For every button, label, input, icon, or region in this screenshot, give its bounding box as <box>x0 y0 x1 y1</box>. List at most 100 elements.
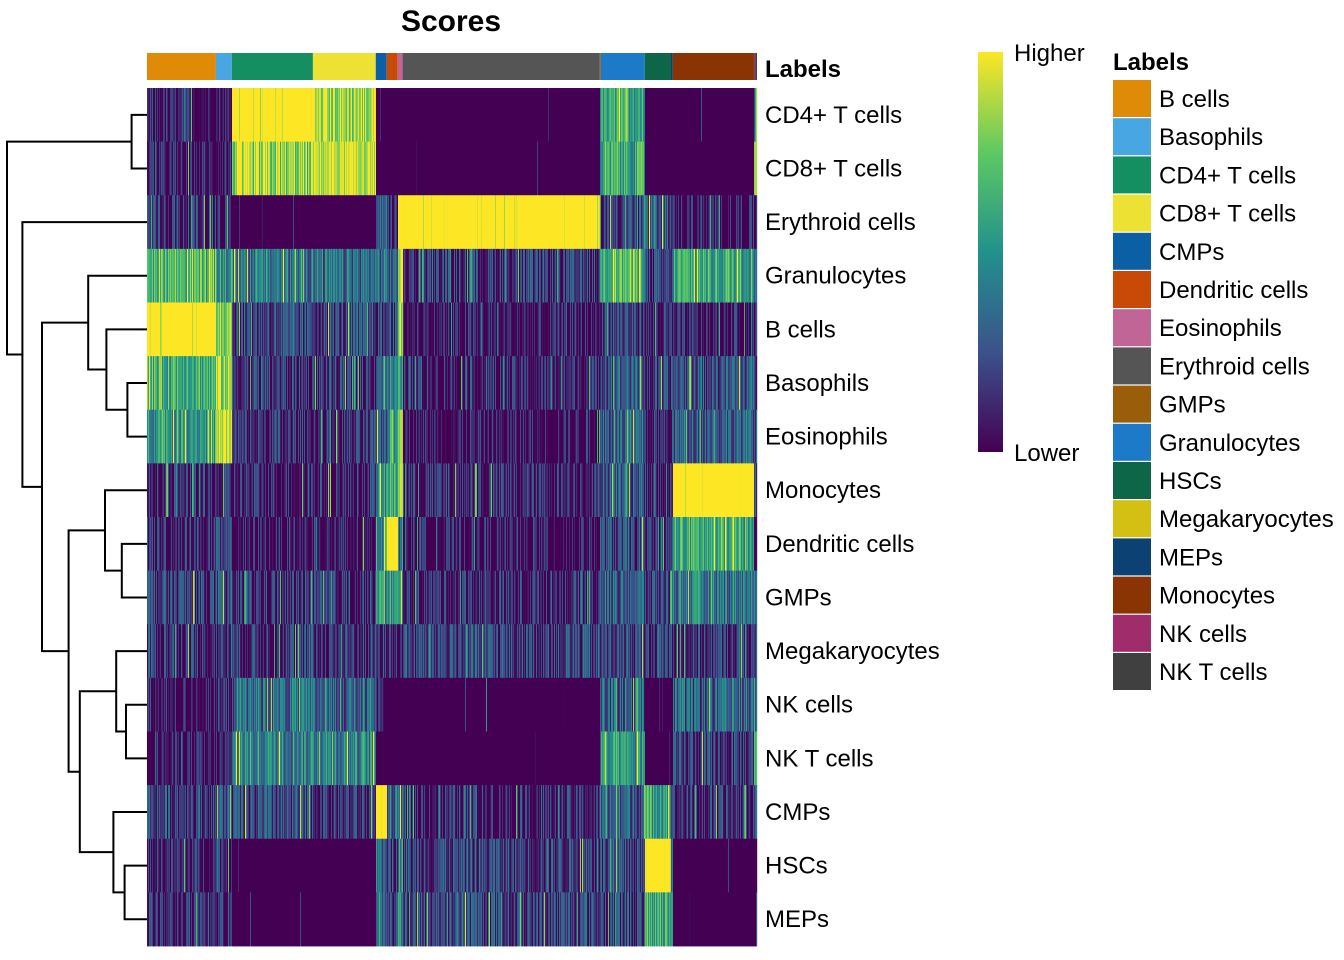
heatmap-cell <box>522 248 524 303</box>
heatmap-cell <box>448 195 450 250</box>
heatmap-cell <box>587 302 589 357</box>
heatmap-cell <box>275 356 277 411</box>
heatmap-cell <box>185 141 187 196</box>
heatmap-cell <box>148 356 150 411</box>
heatmap-cell <box>273 302 275 357</box>
heatmap-cell <box>164 88 166 143</box>
heatmap-cell <box>174 356 176 411</box>
heatmap-cell <box>515 302 517 357</box>
heatmap-cell <box>403 88 405 143</box>
heatmap-cell <box>678 141 680 196</box>
heatmap-cell <box>755 248 757 303</box>
heatmap-cell <box>187 141 189 196</box>
heatmap-cell <box>188 356 190 411</box>
heatmap-cell <box>648 141 650 196</box>
heatmap-cell <box>361 302 363 357</box>
heatmap-cell <box>452 302 454 357</box>
heatmap-cell <box>606 302 608 357</box>
heatmap-cell <box>741 302 743 357</box>
heatmap-cell <box>451 248 453 303</box>
heatmap-cell <box>271 302 273 357</box>
heatmap-cell <box>362 195 364 250</box>
heatmap-cell <box>345 248 347 303</box>
heatmap-cell <box>656 248 658 303</box>
heatmap-cell <box>270 88 272 143</box>
heatmap-cell <box>699 195 701 250</box>
heatmap-cell <box>439 141 441 196</box>
heatmap-cell <box>675 302 677 357</box>
heatmap-cell <box>377 302 379 357</box>
heatmap-cell <box>677 195 679 250</box>
heatmap-cell <box>655 141 657 196</box>
heatmap-cell <box>391 195 393 250</box>
heatmap-cell <box>352 248 354 303</box>
heatmap-cell <box>549 88 551 143</box>
heatmap-cell <box>279 356 281 411</box>
heatmap-cell <box>194 195 196 250</box>
heatmap-cell <box>545 302 547 357</box>
heatmap-cell <box>577 195 579 250</box>
heatmap-cell <box>686 302 688 357</box>
heatmap-cell <box>170 248 172 303</box>
heatmap-cell <box>468 141 470 196</box>
heatmap-cell <box>348 195 350 250</box>
heatmap-cell <box>438 195 440 250</box>
heatmap-cell <box>204 195 206 250</box>
heatmap-cell <box>745 302 747 357</box>
heatmap-cell <box>362 248 364 303</box>
heatmap-cell <box>202 141 204 196</box>
heatmap-cell <box>276 88 278 143</box>
heatmap-cell <box>602 141 604 196</box>
heatmap-cell <box>241 88 243 143</box>
heatmap-cell <box>515 195 517 250</box>
heatmap-cell <box>482 141 484 196</box>
heatmap-cell <box>691 141 693 196</box>
heatmap-cell <box>496 88 498 143</box>
heatmap-cell <box>334 88 336 143</box>
heatmap-cell <box>631 248 633 303</box>
heatmap-cell <box>460 302 462 357</box>
heatmap-cell <box>506 141 508 196</box>
heatmap-cell <box>404 141 406 196</box>
heatmap-cell <box>576 195 578 250</box>
heatmap-cell <box>526 88 528 143</box>
heatmap-cell <box>719 302 721 357</box>
heatmap-cell <box>322 195 324 250</box>
heatmap-cell <box>593 141 595 196</box>
heatmap-cell <box>184 195 186 250</box>
heatmap-cell <box>343 195 345 250</box>
heatmap-cell <box>585 195 587 250</box>
heatmap-cell <box>746 141 748 196</box>
heatmap-cell <box>649 88 651 143</box>
heatmap-cell <box>261 195 263 250</box>
heatmap-cell <box>293 302 295 357</box>
heatmap-cell <box>630 302 632 357</box>
heatmap-cell <box>671 88 673 143</box>
heatmap-cell <box>358 88 360 143</box>
heatmap-cell <box>503 302 505 357</box>
heatmap-cell <box>150 248 152 303</box>
heatmap-cell <box>154 302 156 357</box>
heatmap-cell <box>409 195 411 250</box>
heatmap-cell <box>147 195 149 250</box>
heatmap-cell <box>604 302 606 357</box>
heatmap-cell <box>746 88 748 143</box>
heatmap-cell <box>529 88 531 143</box>
heatmap-cell <box>217 195 219 250</box>
heatmap-cell <box>473 302 475 357</box>
heatmap-cell <box>616 302 618 357</box>
heatmap-cell <box>162 302 164 357</box>
heatmap-cell <box>424 248 426 303</box>
heatmap-cell <box>307 302 309 357</box>
heatmap-cell <box>385 302 387 357</box>
heatmap-cell <box>362 88 364 143</box>
heatmap-cell <box>483 248 485 303</box>
heatmap-cell <box>175 302 177 357</box>
heatmap-cell <box>407 302 409 357</box>
heatmap-cell <box>744 248 746 303</box>
heatmap-cell <box>627 302 629 357</box>
heatmap-cell <box>450 195 452 250</box>
heatmap-cell <box>487 302 489 357</box>
heatmap-cell <box>693 88 695 143</box>
heatmap-cell <box>211 88 213 143</box>
